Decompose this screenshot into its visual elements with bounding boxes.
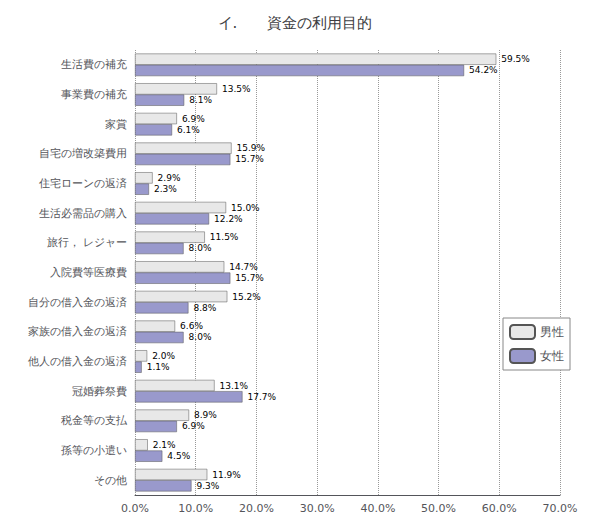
svg-text:家族の借入金の返済: 家族の借入金の返済 (28, 325, 127, 338)
svg-text:税金等の支払: 税金等の支払 (61, 414, 128, 427)
svg-text:2.9%: 2.9% (158, 173, 181, 183)
svg-text:イ. 資金の利用目的: イ. 資金の利用目的 (218, 14, 373, 32)
svg-text:住宅ローンの返済: 住宅ローンの返済 (39, 177, 127, 190)
svg-text:1.1%: 1.1% (147, 362, 170, 372)
svg-text:40.0%: 40.0% (360, 502, 395, 515)
svg-text:他人の借入金の返済: 他人の借入金の返済 (28, 355, 127, 368)
svg-text:70.0%: 70.0% (543, 502, 578, 515)
svg-text:60.0%: 60.0% (482, 502, 517, 515)
svg-text:8.8%: 8.8% (193, 303, 216, 313)
svg-text:自分の借入金の返済: 自分の借入金の返済 (28, 296, 127, 309)
svg-text:旅行， レジャー: 旅行， レジャー (47, 236, 128, 249)
svg-text:50.0%: 50.0% (421, 502, 456, 515)
svg-text:男性: 男性 (540, 325, 564, 339)
svg-text:13.5%: 13.5% (222, 84, 251, 94)
svg-text:11.5%: 11.5% (210, 232, 239, 242)
svg-text:生活費の補充: 生活費の補充 (61, 58, 127, 71)
svg-text:2.3%: 2.3% (154, 184, 177, 194)
svg-text:2.0%: 2.0% (152, 351, 175, 361)
svg-text:生活必需品の購入: 生活必需品の購入 (39, 207, 127, 220)
svg-text:事業費の補充: 事業費の補充 (61, 88, 127, 101)
svg-text:12.2%: 12.2% (214, 214, 243, 224)
svg-text:17.7%: 17.7% (247, 392, 276, 402)
svg-text:6.9%: 6.9% (182, 421, 205, 431)
svg-text:8.0%: 8.0% (189, 243, 212, 253)
svg-text:0.0%: 0.0% (121, 502, 149, 515)
svg-text:14.7%: 14.7% (229, 262, 258, 272)
svg-text:8.9%: 8.9% (194, 410, 217, 420)
svg-text:9.3%: 9.3% (196, 481, 219, 491)
svg-text:冠婚葬祭費: 冠婚葬祭費 (72, 385, 127, 398)
svg-text:54.2%: 54.2% (469, 65, 498, 75)
svg-text:家賞: 家賞 (105, 118, 127, 131)
svg-text:15.2%: 15.2% (232, 292, 261, 302)
svg-text:入院費等医療費: 入院費等医療費 (50, 266, 127, 279)
svg-text:孫等の小遣い: 孫等の小遣い (61, 444, 127, 457)
svg-text:13.1%: 13.1% (220, 381, 249, 391)
svg-text:6.9%: 6.9% (182, 114, 205, 124)
svg-text:30.0%: 30.0% (300, 502, 335, 515)
svg-text:11.9%: 11.9% (212, 470, 241, 480)
svg-text:その他: その他 (94, 474, 127, 487)
svg-text:8.0%: 8.0% (189, 332, 212, 342)
svg-text:15.0%: 15.0% (231, 203, 260, 213)
svg-text:2.1%: 2.1% (153, 440, 176, 450)
svg-text:20.0%: 20.0% (239, 502, 274, 515)
svg-text:10.0%: 10.0% (178, 502, 213, 515)
svg-text:15.7%: 15.7% (235, 273, 264, 283)
svg-text:自宅の増改築費用: 自宅の増改築費用 (39, 147, 127, 160)
svg-text:女性: 女性 (540, 349, 564, 363)
svg-text:4.5%: 4.5% (167, 451, 190, 461)
svg-text:59.5%: 59.5% (501, 54, 530, 64)
svg-text:6.6%: 6.6% (180, 321, 203, 331)
svg-text:8.1%: 8.1% (189, 95, 212, 105)
svg-text:15.7%: 15.7% (235, 154, 264, 164)
svg-text:6.1%: 6.1% (177, 125, 200, 135)
svg-text:15.9%: 15.9% (237, 143, 266, 153)
